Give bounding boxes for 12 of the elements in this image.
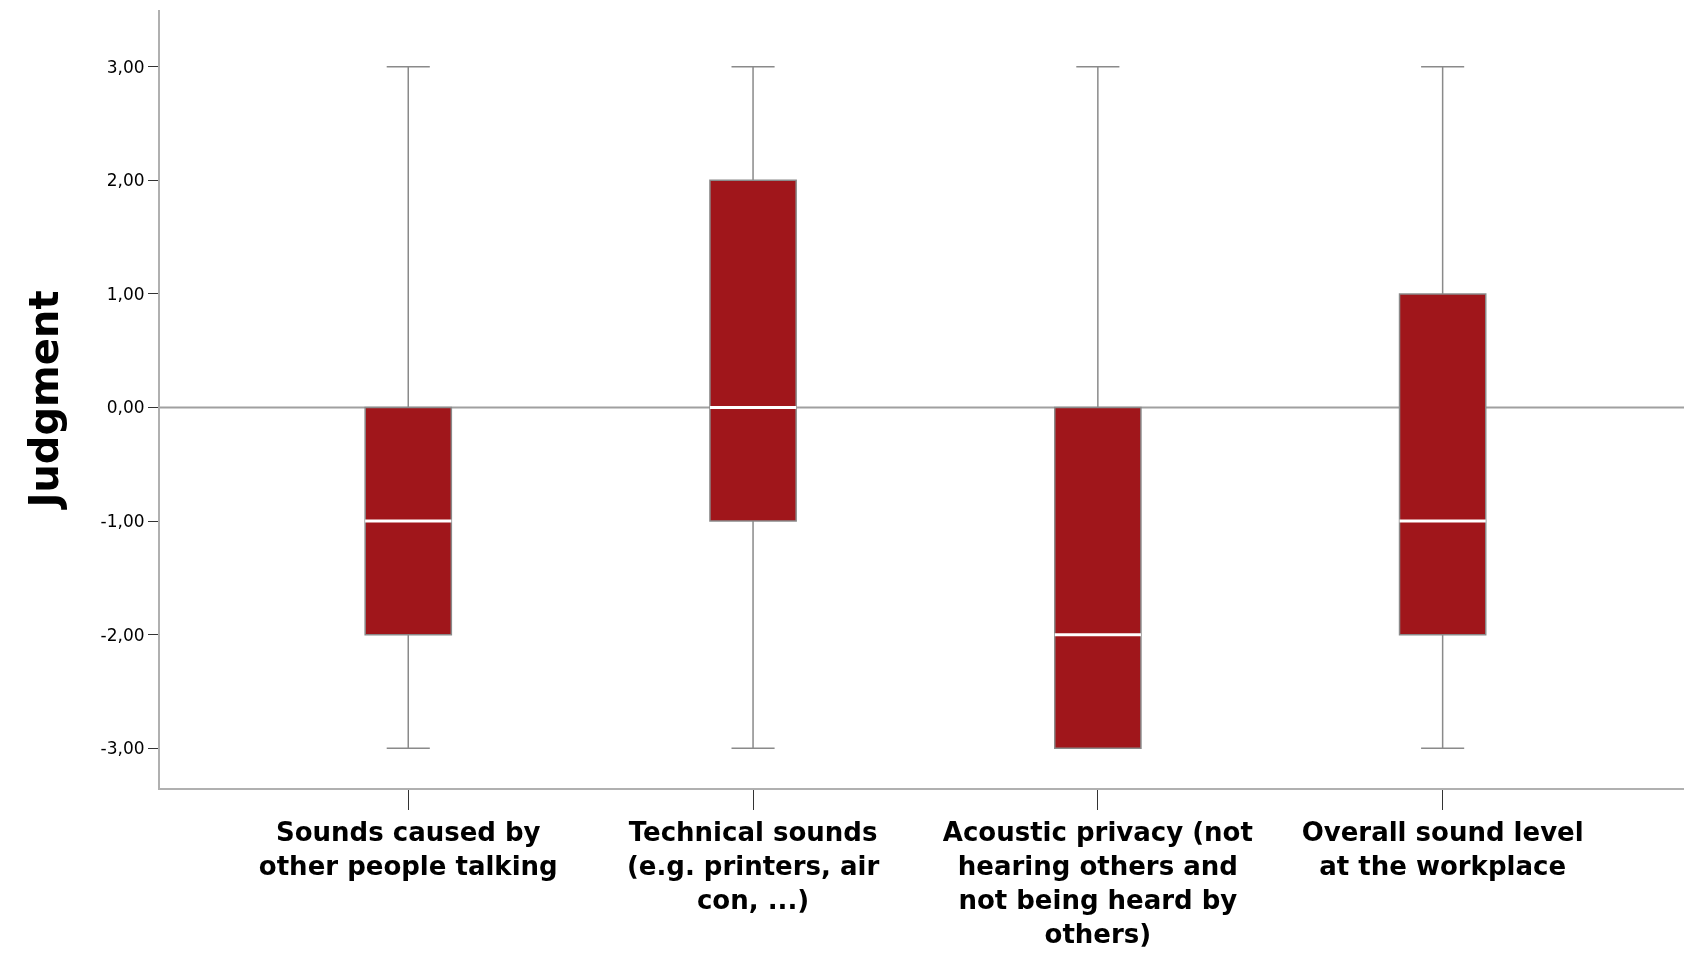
y-tick-label: 0,00: [106, 397, 145, 418]
x-tick-label: Technical sounds (e.g. printers, air con, ...): [626, 817, 880, 915]
y-tick-label: -1,00: [100, 511, 145, 532]
y-tick-label: -3,00: [100, 738, 145, 759]
x-tick-label: Sounds caused by other people talking: [258, 817, 558, 881]
y-tick-label: 3,00: [106, 56, 145, 77]
y-tick-label: 2,00: [106, 170, 145, 191]
x-tick-label: Acoustic privacy (not hearing others and not being heard by others): [942, 817, 1253, 949]
y-tick-label: 1,00: [106, 283, 145, 304]
y-tick-label: -2,00: [100, 624, 145, 645]
x-tick-label: Overall sound level at the workplace: [1301, 817, 1584, 881]
y-axis-title: Judgment: [20, 290, 67, 511]
